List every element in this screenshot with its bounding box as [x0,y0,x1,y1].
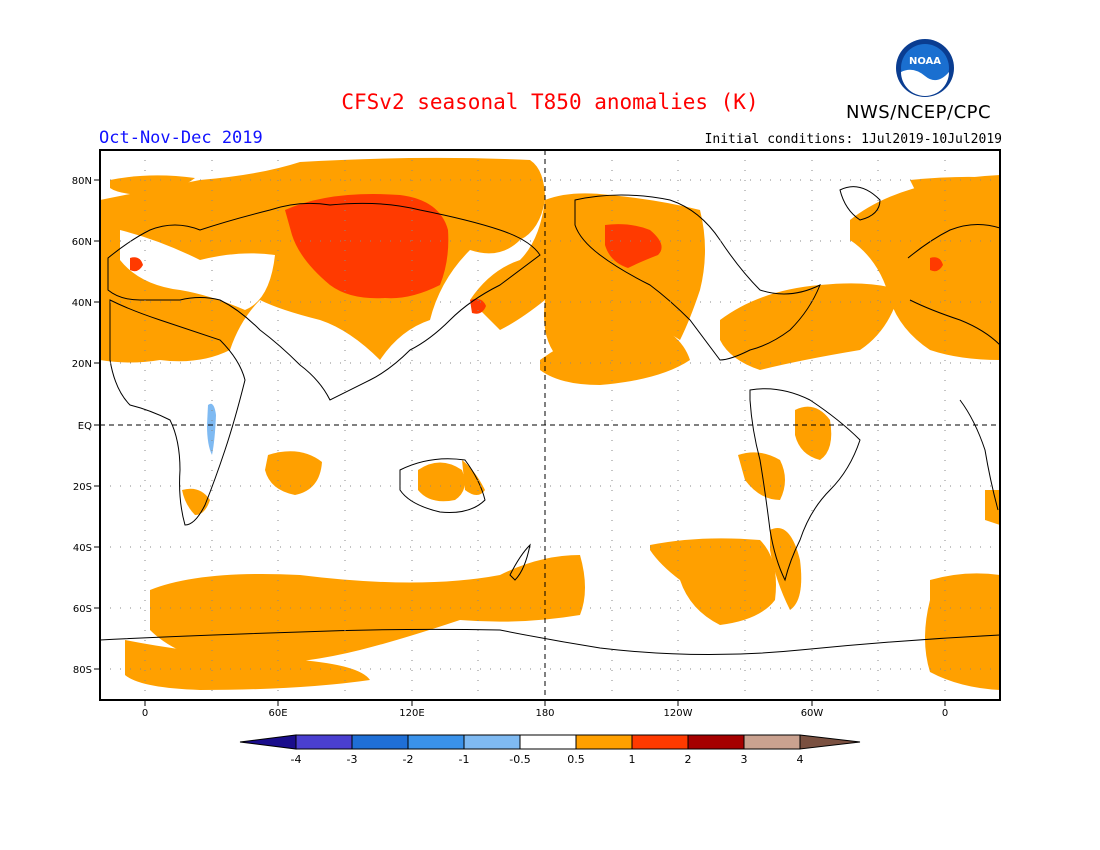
colorbar [239,734,861,750]
lon-label: 120W [664,708,693,719]
lat-label: 80N [72,176,92,187]
lat-label: 60N [72,237,92,248]
lon-label: 180 [535,708,554,719]
lat-label: 40S [73,543,92,554]
lon-label: 60E [268,708,287,719]
colorbar-swatch [295,734,353,750]
chart-title: CFSv2 seasonal T850 anomalies (K) [341,90,759,114]
lon-label: 60W [801,708,824,719]
coastlines [100,186,1000,656]
lat-label: 40N [72,298,92,309]
colorbar-swatch [519,734,577,750]
colorbar-swatch [743,734,801,750]
colorbar-arrow-low [239,734,297,750]
lon-label: 0 [942,708,948,719]
colorbar-label: 4 [797,753,804,766]
map-content [100,150,1000,700]
colorbar-label: -2 [403,753,414,766]
logo-text: NOAA [909,56,941,67]
colorbar-swatch [687,734,745,750]
anomaly-fill-red [130,194,943,314]
equator-and-dateline [100,150,1000,700]
lat-label: 60S [73,604,92,615]
colorbar-swatch [407,734,465,750]
colorbar-swatch [631,734,689,750]
colorbar-labels: -4 -3 -2 -1 -0.5 0.5 1 2 3 4 [291,753,804,766]
colorbar-label: 2 [685,753,692,766]
colorbar-label: 1 [629,753,636,766]
season-label: Oct-Nov-Dec 2019 [99,128,263,148]
lat-label: 80S [73,665,92,676]
colorbar-arrow-high [799,734,861,750]
colorbar-label: -0.5 [509,753,530,766]
gridlines [100,150,1000,700]
lat-label: EQ [78,421,92,432]
lat-ticks [94,179,100,670]
colorbar-label: -3 [347,753,358,766]
lon-label: 120E [399,708,424,719]
lat-label: 20N [72,359,92,370]
lon-labels: 0 60E 120E 180 120W 60W 0 [142,708,948,719]
anomaly-fill-blue [207,403,216,455]
initial-conditions-label: Initial conditions: 1Jul2019-10Jul2019 [704,132,1002,147]
lon-label: 0 [142,708,148,719]
lat-labels: 80N 60N 40N 20N EQ 20S 40S 60S 80S [72,176,92,676]
colorbar-label: -4 [291,753,302,766]
noaa-logo-icon: NOAA [896,39,954,97]
lon-ticks [144,700,946,706]
colorbar-swatch [351,734,409,750]
lat-label: 20S [73,482,92,493]
colorbar-label: -1 [459,753,470,766]
colorbar-swatch [463,734,521,750]
agency-label: NWS/NCEP/CPC [846,102,992,123]
colorbar-label: 3 [741,753,748,766]
colorbar-label: 0.5 [567,753,585,766]
colorbar-swatch [575,734,633,750]
